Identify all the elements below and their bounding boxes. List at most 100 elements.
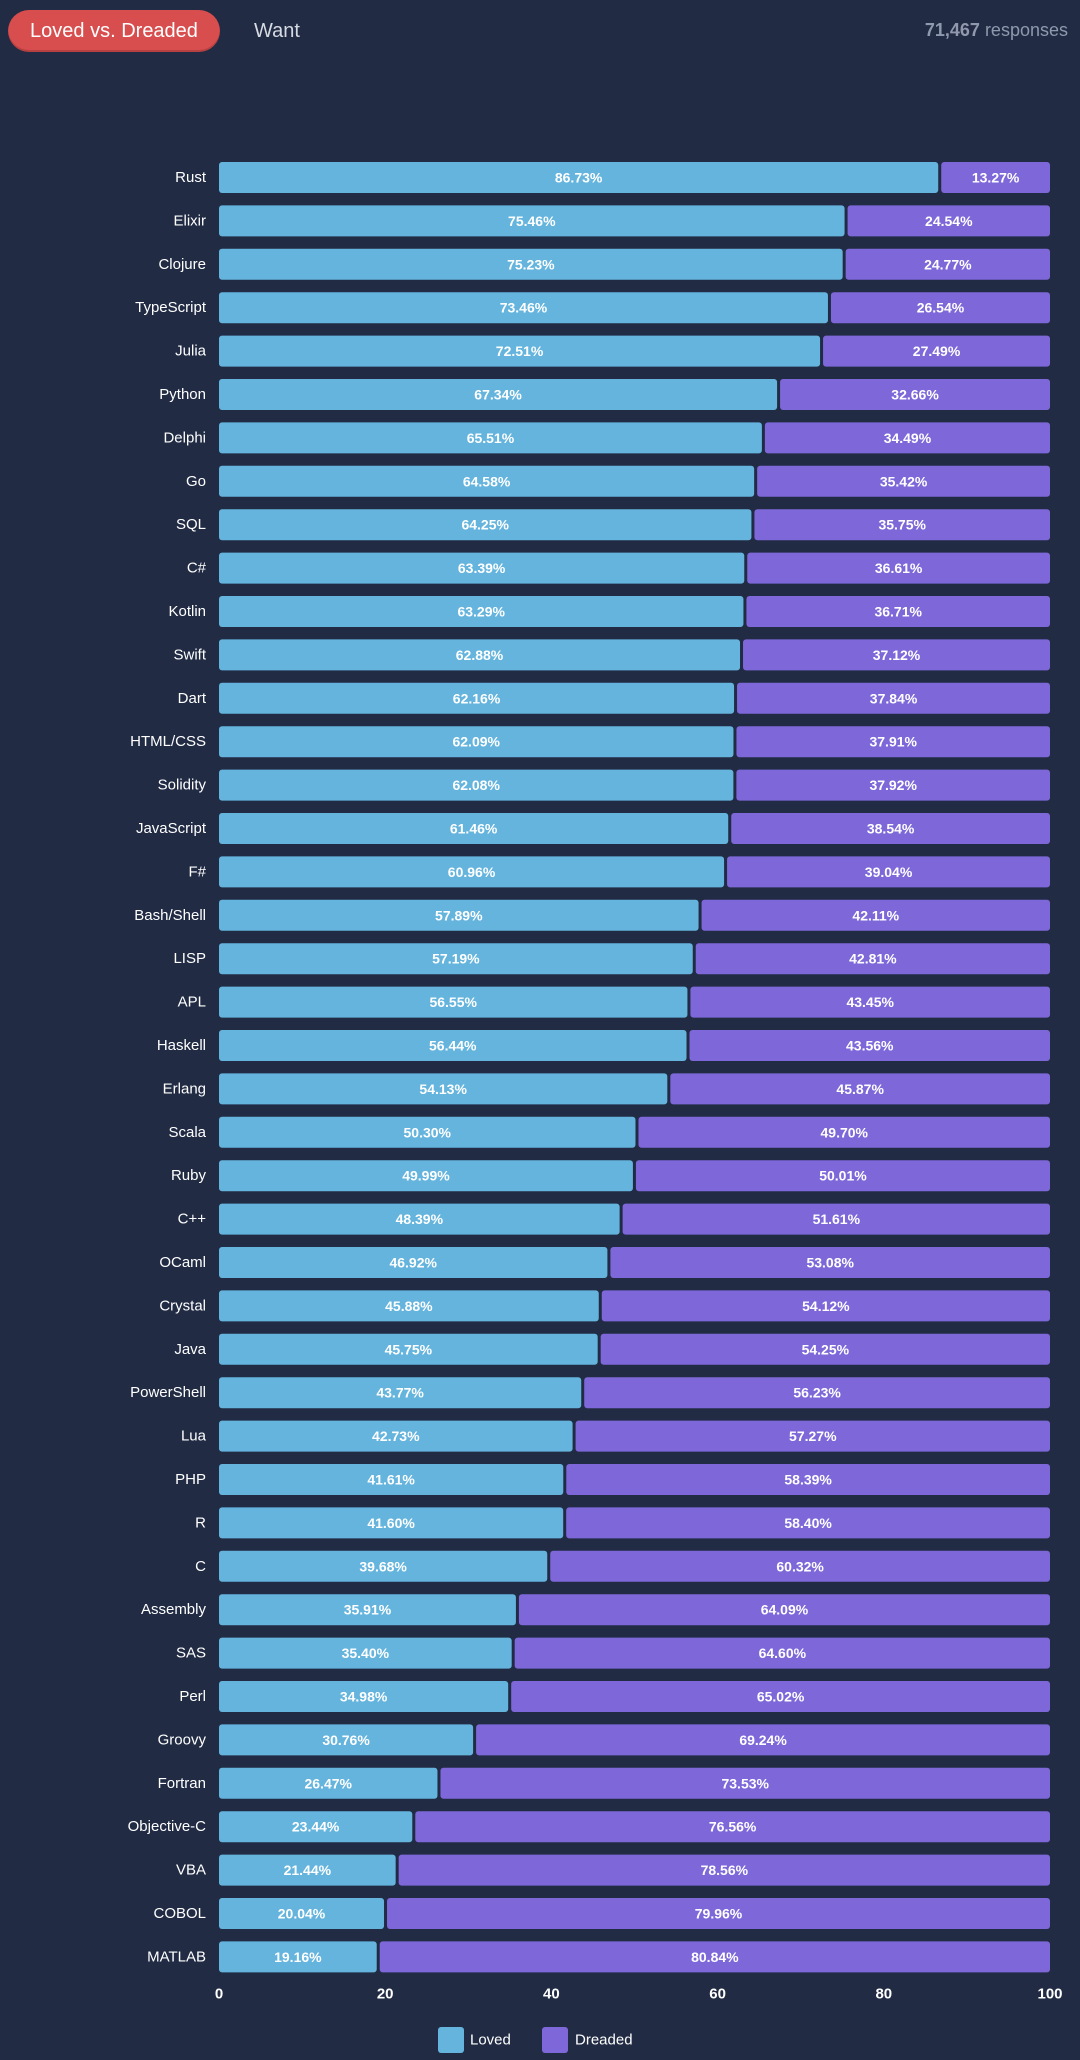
bar-loved: [219, 1637, 512, 1669]
bar-dreaded: [476, 1724, 1050, 1756]
bar-value-label: 50.01%: [819, 1168, 867, 1184]
category-label: Elixir: [174, 212, 207, 229]
tab-want[interactable]: Want: [254, 19, 300, 42]
bar-loved: [219, 943, 693, 975]
category-label: PHP: [175, 1471, 206, 1488]
category-label: SAS: [176, 1645, 206, 1662]
responses-count: 71,467 responses: [925, 20, 1068, 41]
bar-loved: [219, 1160, 633, 1192]
tab-bar: Loved vs. Dreaded Want: [8, 10, 300, 52]
category-label: Haskell: [157, 1037, 206, 1054]
category-label: TypeScript: [135, 299, 207, 316]
bar-loved: [219, 509, 752, 541]
bar-value-label: 80.84%: [691, 1949, 739, 1965]
bar-value-label: 24.54%: [925, 213, 973, 229]
category-label: Erlang: [163, 1080, 206, 1097]
category-label: Go: [186, 473, 206, 490]
bar-dreaded: [736, 726, 1050, 758]
bar-value-label: 21.44%: [284, 1862, 332, 1878]
bar-value-label: 64.09%: [761, 1602, 809, 1618]
category-label: Dart: [178, 690, 207, 707]
category-label: VBA: [176, 1862, 206, 1879]
bar-dreaded: [747, 552, 1050, 584]
bar-loved: [219, 899, 699, 931]
legend-swatch-dreaded: [542, 2027, 568, 2053]
category-label: R: [195, 1514, 206, 1531]
bar-dreaded: [823, 335, 1050, 367]
bar-dreaded: [743, 639, 1050, 671]
bar-dreaded: [387, 1898, 1050, 1929]
bar-value-label: 19.16%: [274, 1949, 322, 1965]
bar-value-label: 34.98%: [340, 1689, 388, 1705]
bar-value-label: 62.88%: [456, 647, 504, 663]
tab-loved-vs-dreaded[interactable]: Loved vs. Dreaded: [8, 10, 220, 52]
bar-dreaded: [757, 465, 1050, 497]
bar-value-label: 41.60%: [367, 1515, 415, 1531]
bar-value-label: 26.54%: [917, 300, 965, 316]
bar-loved: [219, 1854, 396, 1886]
bar-loved: [219, 813, 729, 844]
bar-loved: [219, 1377, 582, 1409]
responses-label: responses: [984, 20, 1068, 40]
category-label: Ruby: [171, 1167, 207, 1184]
category-label: F#: [188, 863, 206, 880]
category-label: C: [195, 1558, 206, 1575]
bar-loved: [219, 1290, 599, 1322]
bar-dreaded: [514, 1637, 1050, 1669]
bar-dreaded: [518, 1594, 1050, 1626]
bar-value-label: 32.66%: [891, 387, 939, 403]
bar-value-label: 60.32%: [776, 1558, 824, 1574]
bar-value-label: 62.08%: [452, 777, 500, 793]
bar-value-label: 42.11%: [852, 907, 899, 923]
category-label: MATLAB: [147, 1948, 206, 1965]
category-label: Kotlin: [168, 603, 206, 620]
bar-dreaded: [847, 205, 1050, 237]
bar-loved: [219, 1724, 474, 1756]
bar-dreaded: [727, 856, 1050, 888]
bar-value-label: 36.61%: [875, 560, 923, 576]
bar-loved: [219, 1941, 377, 1973]
bar-value-label: 49.99%: [402, 1168, 450, 1184]
bar-value-label: 61.46%: [450, 821, 498, 837]
bar-value-label: 56.55%: [429, 994, 477, 1010]
bar-value-label: 13.27%: [972, 170, 1020, 186]
category-label: HTML/CSS: [130, 733, 206, 750]
bar-value-label: 30.76%: [322, 1732, 370, 1748]
bar-loved: [219, 335, 821, 367]
bar-value-label: 37.91%: [869, 734, 917, 750]
bar-value-label: 56.44%: [429, 1038, 477, 1054]
category-label: Rust: [175, 169, 207, 186]
category-label: PowerShell: [130, 1384, 206, 1401]
category-label: Assembly: [141, 1601, 207, 1618]
bar-value-label: 72.51%: [496, 343, 544, 359]
bar-dreaded: [737, 682, 1050, 714]
bar-loved: [219, 1594, 516, 1626]
bar-value-label: 35.40%: [342, 1645, 390, 1661]
bar-dreaded: [600, 1333, 1050, 1365]
bar-loved: [219, 1507, 564, 1539]
bar-value-label: 67.34%: [474, 387, 522, 403]
bar-value-label: 48.39%: [396, 1211, 444, 1227]
category-label: Julia: [175, 343, 207, 360]
x-tick-label: 40: [543, 1986, 560, 2003]
bar-value-label: 78.56%: [701, 1862, 749, 1878]
bar-value-label: 53.08%: [806, 1255, 854, 1271]
bar-loved: [219, 1464, 564, 1495]
category-label: Crystal: [159, 1297, 206, 1314]
bar-dreaded: [746, 596, 1050, 627]
bar-value-label: 75.46%: [508, 213, 556, 229]
bar-value-label: 36.71%: [874, 604, 922, 620]
bar-value-label: 64.25%: [461, 517, 509, 533]
bar-value-label: 57.19%: [432, 951, 480, 967]
bar-value-label: 37.84%: [870, 690, 918, 706]
bar-value-label: 43.77%: [376, 1385, 424, 1401]
bar-value-label: 38.54%: [867, 821, 915, 837]
category-label: Bash/Shell: [134, 907, 206, 924]
bar-dreaded: [440, 1767, 1050, 1799]
bar-value-label: 27.49%: [913, 343, 961, 359]
category-label: Clojure: [158, 256, 206, 273]
category-label: C++: [178, 1211, 207, 1228]
bar-value-label: 58.40%: [784, 1515, 832, 1531]
bar-loved: [219, 1030, 687, 1061]
category-label: Java: [174, 1341, 206, 1358]
